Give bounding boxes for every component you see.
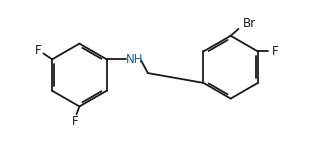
Text: NH: NH — [125, 53, 143, 66]
Text: F: F — [72, 115, 79, 128]
Text: F: F — [272, 45, 279, 58]
Text: F: F — [35, 44, 42, 57]
Text: Br: Br — [243, 18, 256, 31]
